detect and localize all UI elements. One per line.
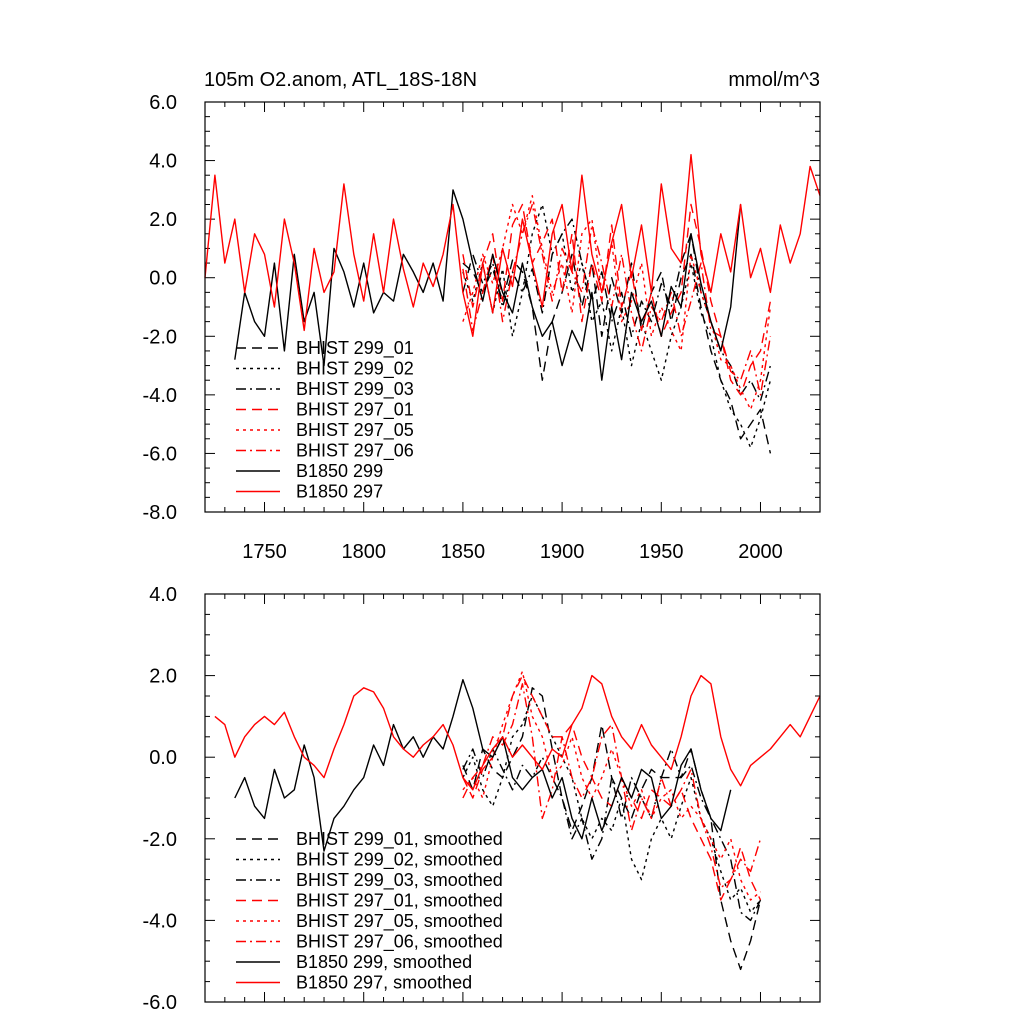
series-line-6 — [462, 203, 772, 396]
series-line-2 — [462, 203, 772, 449]
legend-label: BHIST 299_03 — [296, 379, 414, 400]
x-tick-label: 1850 — [441, 541, 486, 563]
bottom-panel-frame — [204, 593, 821, 1003]
series-line-1 — [462, 687, 762, 971]
y-tick-label: -2.0 — [143, 829, 177, 851]
y-tick-label: 2.0 — [149, 209, 177, 231]
legend-label: BHIST 299_02, smoothed — [296, 850, 503, 871]
y-tick-label: 2.0 — [149, 666, 177, 688]
legend-label: B1850 299, smoothed — [296, 952, 472, 972]
y-tick-label: -6.0 — [143, 443, 177, 465]
y-tick-label: -4.0 — [143, 385, 177, 407]
y-tick-label: 0.0 — [149, 747, 177, 769]
legend-label: BHIST 299_01 — [296, 338, 414, 359]
series-line-7 — [234, 189, 742, 381]
legend-label: BHIST 297_05, smoothed — [296, 911, 503, 932]
legend-label: BHIST 297_06, smoothed — [296, 932, 503, 953]
series-line-7 — [234, 679, 732, 852]
y-tick-label: -2.0 — [143, 326, 177, 348]
legend-label: B1850 297, smoothed — [296, 973, 472, 993]
top-panel: 105m O2.anom, ATL_18S-18N mmol/m^3 1750 1… — [143, 69, 821, 563]
series-line-1 — [462, 253, 772, 454]
legend-label: B1850 297 — [296, 482, 383, 502]
legend-label: BHIST 297_06 — [296, 441, 414, 462]
top-panel-units: mmol/m^3 — [728, 69, 820, 91]
legend-label: BHIST 297_01 — [296, 400, 414, 421]
y-tick-label: 4.0 — [149, 584, 177, 606]
legend-label: BHIST 297_05 — [296, 420, 414, 441]
legend-label: BHIST 299_03, smoothed — [296, 870, 503, 891]
bottom-panel: -6.0 -4.0 -2.0 0.0 2.0 4.0 BHIST 299_01, smoo… — [143, 584, 821, 1014]
y-tick-label: -4.0 — [143, 910, 177, 932]
bottom-panel-ticks: -6.0 -4.0 -2.0 0.0 2.0 4.0 — [143, 584, 821, 1014]
y-tick-label: 6.0 — [149, 92, 177, 114]
y-tick-label: -6.0 — [143, 992, 177, 1014]
x-tick-label: 1800 — [341, 541, 386, 563]
x-tick-label: 1900 — [540, 541, 585, 563]
legend-label: B1850 299 — [296, 461, 383, 481]
legend-label: BHIST 297_01, smoothed — [296, 891, 503, 912]
series-line-8 — [204, 153, 821, 337]
top-panel-title: 105m O2.anom, ATL_18S-18N — [204, 69, 477, 91]
legend-label: BHIST 299_02 — [296, 359, 414, 380]
top-panel-frame — [204, 101, 821, 513]
bottom-panel-series — [214, 670, 821, 971]
x-tick-label: 1950 — [639, 541, 684, 563]
top-panel-ticks: 1750 1800 1850 1900 1950 2000 -8.0 -6.0 -4.0 -2.0… — [143, 92, 821, 563]
top-panel-series — [204, 153, 821, 454]
y-tick-label: -8.0 — [143, 502, 177, 524]
y-tick-label: 0.0 — [149, 268, 177, 290]
series-line-4 — [462, 203, 772, 396]
series-line-8 — [214, 674, 821, 791]
series-line-2 — [462, 695, 762, 913]
series-line-6 — [462, 683, 762, 889]
y-tick-label: 4.0 — [149, 151, 177, 173]
x-tick-label: 2000 — [738, 541, 783, 563]
legend-label: BHIST 299_01, smoothed — [296, 829, 503, 850]
x-tick-label: 1750 — [242, 541, 287, 563]
